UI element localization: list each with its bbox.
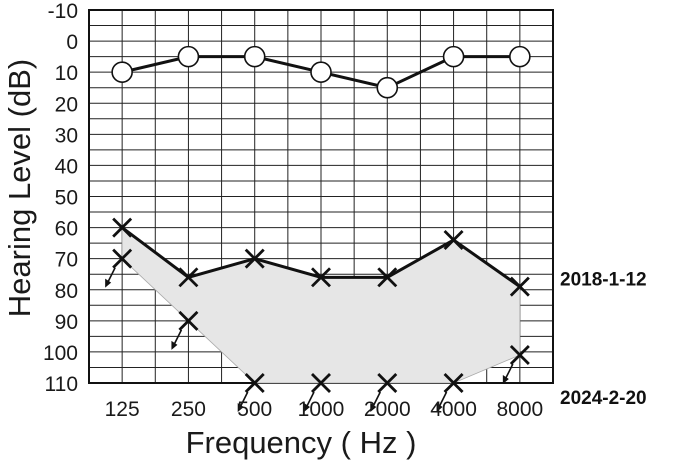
series-1-point — [310, 61, 332, 83]
cross-stroke — [377, 267, 398, 288]
y-tick-label: 100 — [43, 342, 78, 365]
cross-stroke — [377, 373, 398, 393]
series-3-point — [370, 373, 398, 412]
no-response-arrowhead — [105, 278, 112, 288]
x-tick-label: 4000 — [430, 398, 477, 421]
cross-stroke — [311, 373, 331, 393]
series-3-point — [304, 373, 331, 412]
series-3-point — [237, 373, 265, 412]
y-tick-label: 80 — [55, 280, 78, 303]
y-tick-label: 50 — [55, 187, 78, 210]
no-response-arrowhead — [171, 340, 178, 350]
y-tick-label: 20 — [55, 93, 78, 116]
cross-stroke — [509, 345, 530, 366]
series-1-point — [376, 76, 399, 99]
series-2-point — [377, 267, 398, 288]
series-label-2024: 2024-2-20 — [560, 388, 647, 409]
y-tick-label: -10 — [48, 0, 78, 23]
series-1-point — [509, 45, 531, 68]
series-3-point — [171, 310, 199, 350]
series-2-point — [443, 230, 464, 251]
x-tick-label: 8000 — [496, 398, 543, 421]
cross-stroke — [244, 248, 265, 269]
y-tick-label: 70 — [55, 249, 78, 272]
series-layer — [105, 45, 531, 412]
y-tick-label: 110 — [45, 373, 78, 396]
cross-stroke — [443, 373, 464, 393]
series-2-point — [509, 276, 530, 297]
no-response-arrowhead — [502, 375, 509, 385]
y-tick-label: 40 — [55, 155, 78, 178]
y-tick-label: 90 — [55, 311, 78, 334]
y-axis-label: Hearing Level (dB) — [2, 59, 37, 317]
y-tick-labels: -10 0 10 20 30 40 50 60 70 80 90 100 110 — [43, 0, 78, 396]
no-response-arrowhead — [237, 403, 244, 412]
cross-stroke — [178, 310, 199, 331]
series-3-point — [436, 373, 464, 412]
x-tick-label: 2000 — [364, 398, 411, 421]
cross-stroke — [244, 373, 265, 393]
y-tick-label: 30 — [55, 124, 78, 147]
series-2-point — [178, 267, 199, 288]
cross-stroke — [178, 267, 199, 288]
cross-stroke — [112, 217, 133, 238]
series-2-point — [244, 248, 265, 269]
x-tick-label: 500 — [237, 398, 272, 421]
series-labels: 2018-1-12 2024-2-20 — [560, 270, 647, 409]
series-2-point — [112, 217, 133, 238]
no-response-arrowhead — [370, 403, 377, 412]
series-3-point — [105, 248, 133, 288]
no-response-arrowhead — [436, 403, 443, 412]
series-3-point — [502, 345, 530, 385]
x-axis-label: Frequency ( Hz ) — [186, 425, 417, 460]
x-tick-label: 125 — [105, 398, 140, 421]
series-label-2018: 2018-1-12 — [560, 270, 647, 291]
no-response-arrowhead — [304, 403, 310, 412]
series-2-point — [311, 267, 331, 288]
y-tick-label: 60 — [55, 218, 78, 241]
series-1-point — [111, 61, 133, 83]
cross-stroke — [509, 276, 530, 297]
x-tick-labels: 125 250 500 1000 2000 4000 8000 — [105, 398, 544, 421]
x-tick-label: 1000 — [298, 398, 345, 421]
cross-stroke — [311, 267, 331, 288]
series-1-point — [442, 45, 465, 68]
y-tick-label: 0 — [66, 31, 78, 54]
cross-stroke — [443, 230, 464, 251]
y-tick-label: 10 — [55, 62, 78, 85]
series-1-point — [177, 45, 200, 68]
x-tick-label: 250 — [171, 398, 206, 421]
cross-stroke — [112, 248, 133, 269]
series-1-point — [243, 45, 266, 68]
